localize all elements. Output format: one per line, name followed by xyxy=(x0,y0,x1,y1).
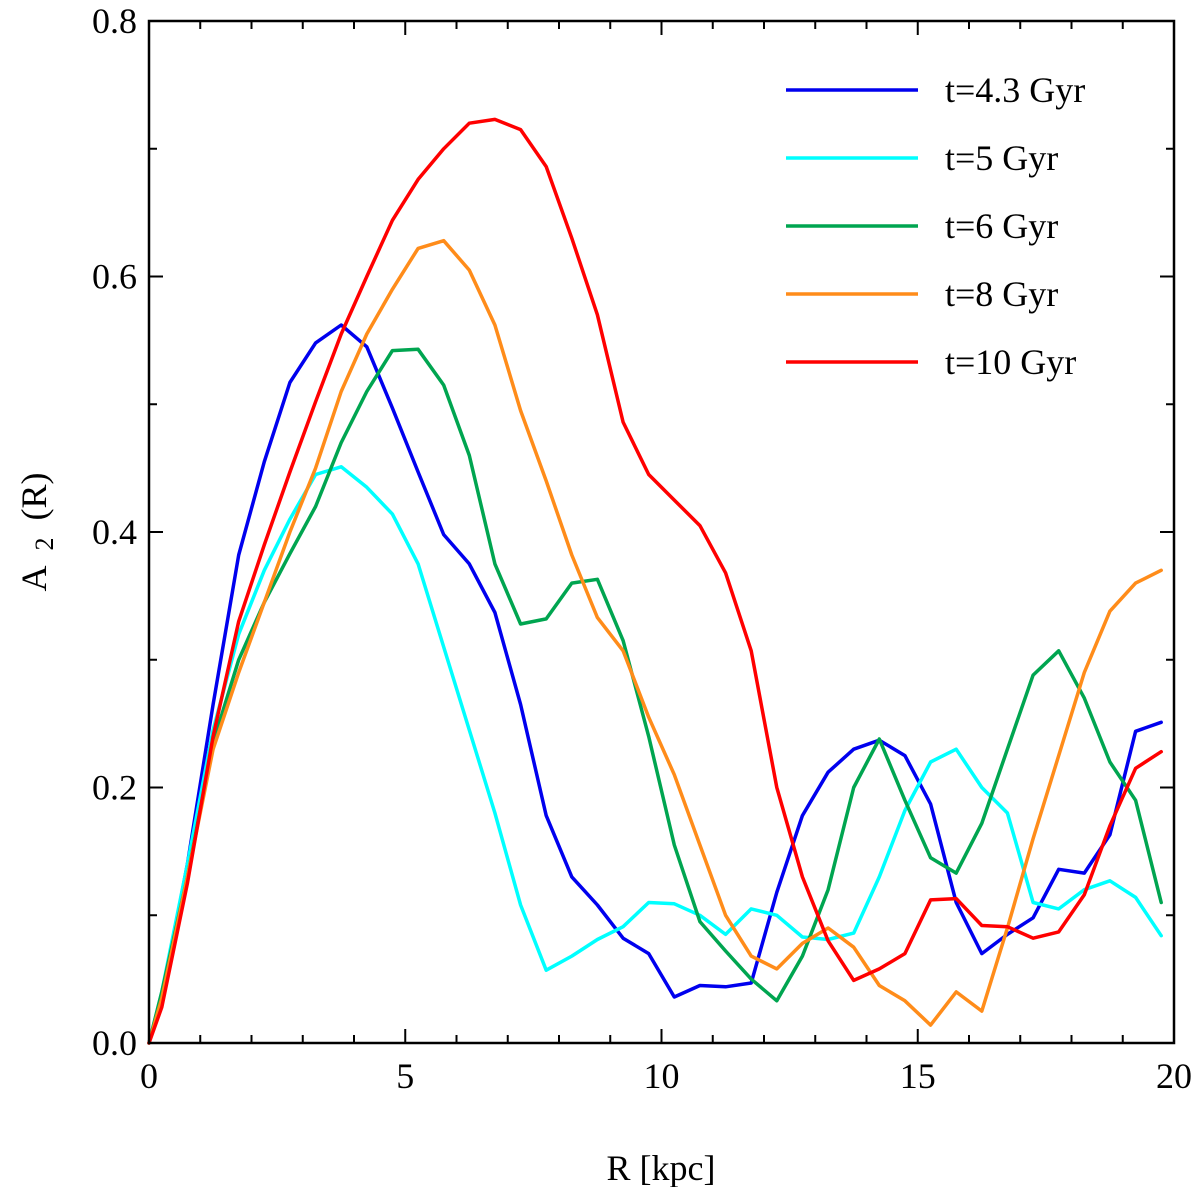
y-tick-label: 0.6 xyxy=(92,257,137,297)
y-tick-label: 0.8 xyxy=(92,1,137,41)
x-tick-label: 10 xyxy=(644,1056,680,1096)
series-line-4 xyxy=(147,238,1163,1045)
legend-label-2: t=5 Gyr xyxy=(945,138,1058,178)
x-tick-label: 20 xyxy=(1156,1056,1192,1096)
x-tick-label: 15 xyxy=(900,1056,936,1096)
legend-label-1: t=4.3 Gyr xyxy=(945,70,1085,110)
legend-label-3: t=6 Gyr xyxy=(945,206,1058,246)
y-axis-title-sub: 2 xyxy=(30,537,59,550)
x-tick-label: 5 xyxy=(396,1056,414,1096)
y-tick-label: 0.4 xyxy=(92,512,137,552)
legend-label-4: t=8 Gyr xyxy=(945,274,1058,314)
legend: t=4.3 Gyr t=5 Gyr t=6 Gyr t=8 Gyr t=10 Gyr xyxy=(786,70,1085,382)
y-tick-label: 0.2 xyxy=(92,768,137,808)
legend-label-5: t=10 Gyr xyxy=(945,342,1076,382)
series-line-5 xyxy=(147,117,1163,1045)
y-axis-title-main: A xyxy=(14,566,54,592)
y-axis-title-rest: (R) xyxy=(14,472,54,520)
x-tick-label: 0 xyxy=(140,1056,158,1096)
series-line-1 xyxy=(147,323,1163,1045)
y-tick-label: 0.0 xyxy=(92,1023,137,1063)
y-axis-title: A 2 (R) xyxy=(14,472,61,591)
plot-frame xyxy=(147,19,1176,1045)
tick-labels-layer: 0 5 10 15 20 0.0 0.2 0.4 0.6 0.8 xyxy=(92,1,1192,1096)
plot-background xyxy=(149,21,1174,1043)
x-axis-title: R [kpc] xyxy=(607,1148,716,1187)
series-line-3 xyxy=(147,347,1163,1045)
series-layer xyxy=(147,117,1163,1045)
